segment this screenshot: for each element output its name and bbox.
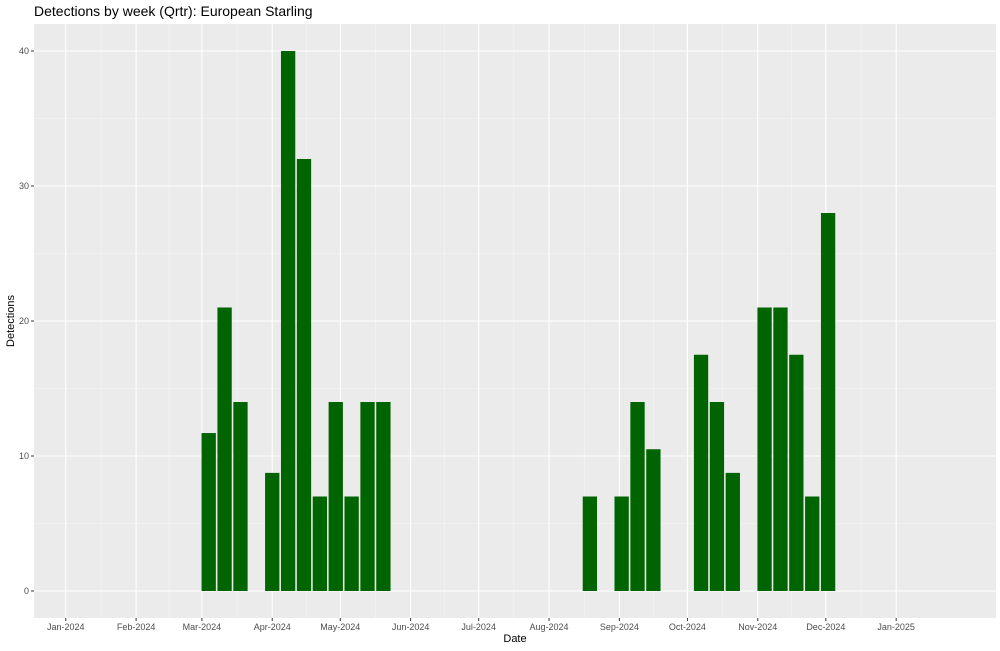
bar bbox=[344, 496, 359, 591]
bar bbox=[328, 402, 343, 591]
bar bbox=[217, 307, 232, 591]
x-axis: Jan-2024 Feb-2024 Mar-2024 Apr-2024 May-2024… bbox=[47, 618, 915, 632]
y-tick-label: 0 bbox=[24, 586, 29, 596]
bar bbox=[646, 449, 661, 591]
bars bbox=[201, 51, 836, 591]
y-axis: 0 10 20 30 40 bbox=[19, 46, 34, 596]
bar bbox=[312, 496, 328, 591]
bar bbox=[789, 354, 804, 591]
bar bbox=[280, 51, 296, 591]
x-tick-label: Jan-2024 bbox=[47, 622, 85, 632]
x-axis-label: Date bbox=[503, 633, 526, 645]
y-tick-label: 30 bbox=[19, 181, 29, 191]
bar bbox=[757, 307, 772, 591]
bar bbox=[614, 496, 629, 591]
x-tick-label: Nov-2024 bbox=[738, 622, 777, 632]
x-tick-label: Jan-2025 bbox=[877, 622, 915, 632]
y-axis-label: Detections bbox=[5, 295, 17, 347]
x-tick-label: Mar-2024 bbox=[183, 622, 222, 632]
x-tick-label: Jun-2024 bbox=[392, 622, 430, 632]
bar bbox=[805, 496, 820, 591]
bar bbox=[693, 354, 709, 591]
bar bbox=[376, 402, 391, 591]
bar bbox=[725, 472, 740, 591]
x-tick-label: May-2024 bbox=[320, 622, 360, 632]
bar bbox=[233, 402, 248, 591]
y-tick-label: 40 bbox=[19, 46, 29, 56]
bar bbox=[709, 402, 725, 591]
x-tick-label: Feb-2024 bbox=[117, 622, 156, 632]
bar bbox=[296, 159, 312, 591]
x-tick-label: Apr-2024 bbox=[254, 622, 291, 632]
x-tick-label: Aug-2024 bbox=[530, 622, 569, 632]
y-tick-label: 20 bbox=[19, 316, 29, 326]
bar bbox=[582, 496, 598, 591]
x-tick-label: Oct-2024 bbox=[669, 622, 706, 632]
bar bbox=[265, 472, 280, 591]
chart-title: Detections by week (Qrtr): European Star… bbox=[34, 3, 313, 19]
x-tick-label: Jul-2024 bbox=[461, 622, 496, 632]
bar bbox=[201, 433, 216, 591]
y-tick-label: 10 bbox=[19, 451, 29, 461]
bar bbox=[630, 402, 645, 591]
x-tick-label: Dec-2024 bbox=[806, 622, 845, 632]
x-tick-label: Sep-2024 bbox=[600, 622, 639, 632]
bar bbox=[820, 213, 836, 591]
bar bbox=[773, 307, 788, 591]
bar bbox=[360, 402, 375, 591]
